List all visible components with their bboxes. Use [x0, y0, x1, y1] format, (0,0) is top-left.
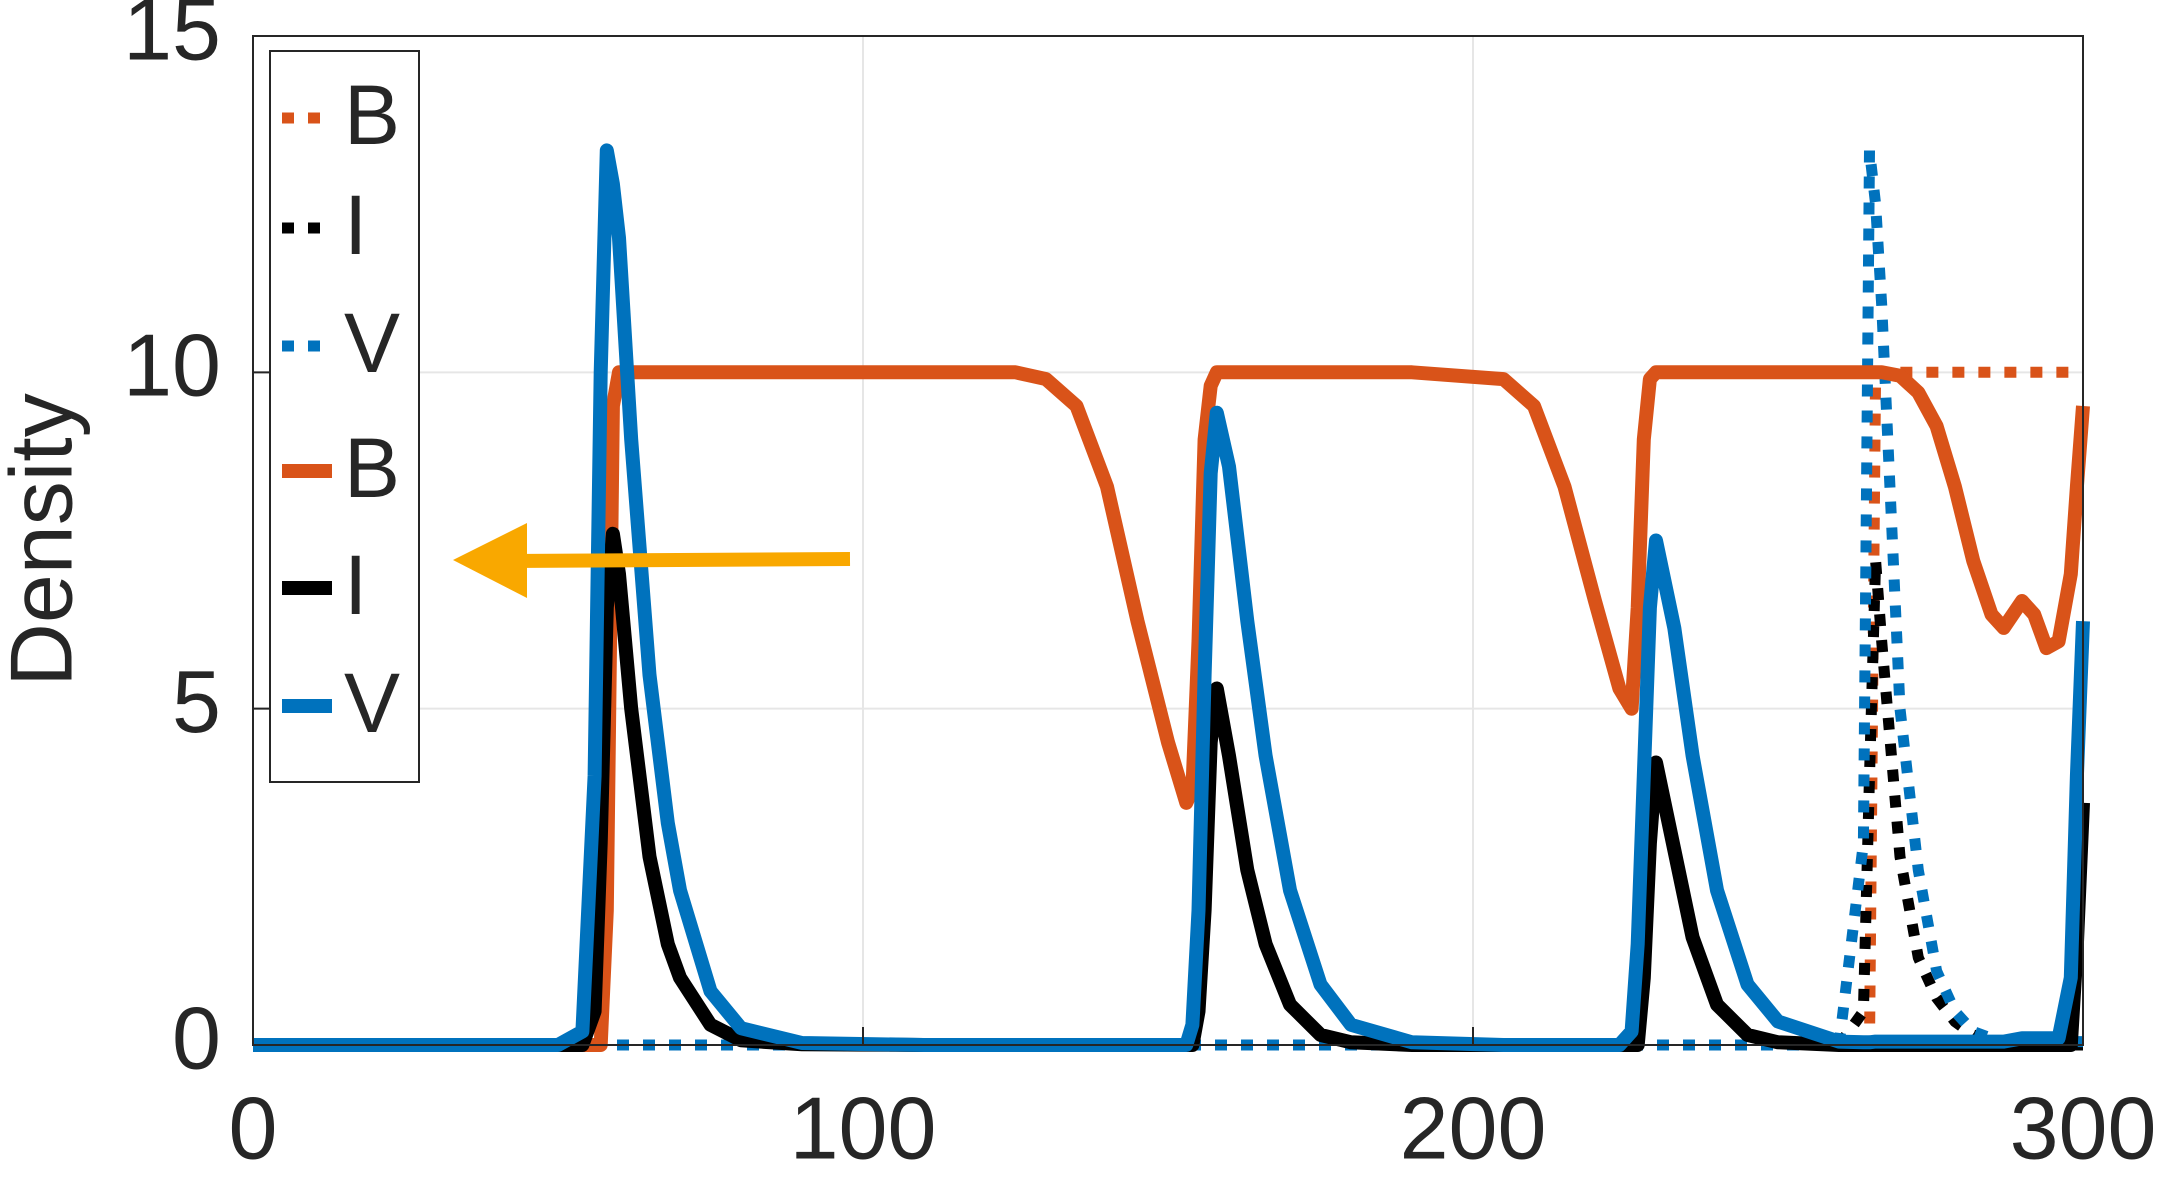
x-tick-label: 100 — [790, 1078, 937, 1177]
arrow-shaft — [509, 552, 851, 568]
series-line — [253, 366, 2083, 1051]
plot-lines — [253, 143, 2090, 1052]
legend-label: B — [344, 421, 400, 515]
legend-label: V — [344, 656, 400, 750]
y-axis-label: Density — [0, 393, 90, 686]
axes-frame — [252, 35, 2084, 1046]
legend-label: B — [344, 68, 400, 162]
series-line — [253, 526, 2090, 1052]
y-tick-label: 10 — [123, 316, 221, 415]
series-line — [253, 555, 2083, 1051]
legend-label: I — [344, 538, 367, 632]
arrow-head — [453, 523, 527, 598]
y-tick-label: 5 — [172, 652, 221, 751]
y-tick-label: 0 — [172, 988, 221, 1087]
arrow-annotation — [453, 523, 851, 598]
x-tick-label: 200 — [1400, 1078, 1547, 1177]
series-line — [253, 143, 2090, 1052]
x-tick-label: 0 — [229, 1078, 278, 1177]
grid — [252, 35, 2084, 1046]
legend-label: V — [344, 296, 400, 390]
legend-label: I — [344, 178, 367, 272]
series-line — [253, 365, 2090, 1052]
x-tick-label: 300 — [2010, 1078, 2157, 1177]
ticks: 0 100 200 300 0 5 10 15 — [123, 0, 2156, 1177]
legend-box — [269, 50, 420, 783]
series-line — [253, 144, 2083, 1051]
y-tick-label: 15 — [123, 0, 221, 78]
